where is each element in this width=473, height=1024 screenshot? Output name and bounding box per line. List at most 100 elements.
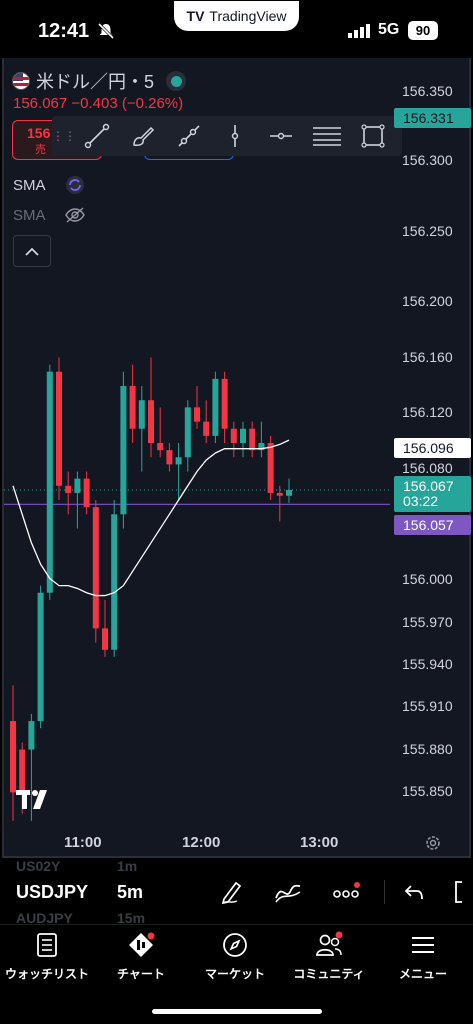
indicators-icon[interactable] bbox=[274, 878, 302, 906]
tab-label: メニュー bbox=[398, 967, 447, 981]
candle-body bbox=[46, 371, 53, 593]
candle-body bbox=[157, 443, 164, 451]
brush-tool-icon[interactable] bbox=[120, 116, 166, 156]
price-tick: 156.120 bbox=[402, 404, 453, 420]
candle-body bbox=[230, 428, 237, 443]
drag-handle-icon[interactable]: ⋮⋮ bbox=[52, 129, 76, 143]
candle-body bbox=[111, 514, 118, 650]
candle-body bbox=[276, 492, 283, 496]
tab-community[interactable]: コミュニティ bbox=[282, 931, 376, 982]
candle-body bbox=[221, 378, 228, 429]
indicator-sma-2[interactable]: SMA bbox=[13, 206, 86, 224]
parallel-channel-tool-icon[interactable] bbox=[304, 116, 350, 156]
collapse-legend-button[interactable] bbox=[13, 235, 51, 267]
chart-icon bbox=[129, 932, 155, 957]
candle-body bbox=[65, 485, 72, 493]
tab-label: チャート bbox=[117, 967, 165, 981]
candle-body bbox=[175, 457, 182, 465]
status-bar: 12:41 TV TradingView 5G 90 bbox=[0, 0, 473, 58]
candle-body bbox=[249, 428, 256, 451]
candle-body bbox=[129, 385, 136, 429]
dynamic-island-pill[interactable]: TV TradingView bbox=[174, 1, 299, 31]
tab-watchlist[interactable]: ウォッチリスト bbox=[0, 931, 94, 982]
horizontal-line-badge: 156.057 bbox=[394, 515, 471, 535]
signal-icon bbox=[348, 24, 370, 38]
drawing-toolbar[interactable]: ⋮⋮ bbox=[52, 116, 402, 156]
eye-hidden-icon[interactable] bbox=[64, 206, 86, 224]
market-open-icon[interactable] bbox=[166, 71, 187, 91]
tradingview-logo-icon: TV bbox=[186, 8, 205, 24]
chart-bottom-toolbar: US02Y 1m USDJPY 5m AUDJPY 15m bbox=[0, 858, 473, 926]
candle-body bbox=[267, 443, 274, 493]
sma-line bbox=[12, 439, 290, 597]
indicator-label[interactable]: SMA bbox=[13, 176, 46, 194]
candle-body bbox=[258, 443, 265, 451]
candle-body bbox=[194, 407, 200, 422]
price-tick: 156.080 bbox=[402, 460, 453, 476]
candle-body bbox=[240, 428, 246, 443]
tab-bar: ウォッチリスト チャート マーケット コミュニティ メニュー bbox=[0, 924, 473, 1024]
candle-body bbox=[203, 421, 210, 436]
rectangle-tool-icon[interactable] bbox=[350, 116, 396, 156]
candle-body bbox=[138, 400, 145, 429]
candle-body bbox=[83, 478, 90, 508]
gear-icon[interactable] bbox=[424, 834, 442, 852]
sma-price-badge: 156.096 bbox=[394, 438, 471, 458]
pill-app-name: TradingView bbox=[209, 8, 287, 24]
timeframe-selector[interactable]: 5m bbox=[117, 882, 144, 902]
candle-body bbox=[28, 721, 35, 750]
price-tick: 156.160 bbox=[402, 349, 453, 365]
candle-body bbox=[74, 478, 81, 493]
last-price-badge: 156.067 03:22 bbox=[394, 476, 471, 512]
tab-market[interactable]: マーケット bbox=[188, 931, 282, 982]
vertical-line-tool-icon[interactable] bbox=[212, 116, 258, 156]
time-tick: 11:00 bbox=[64, 834, 102, 851]
price-tick: 156.300 bbox=[402, 152, 453, 168]
watchlist-icon bbox=[37, 933, 57, 957]
candle-body bbox=[286, 490, 292, 496]
status-time: 12:41 bbox=[38, 20, 90, 42]
symbol-selector[interactable]: USDJPY bbox=[16, 882, 89, 902]
more-options-icon[interactable] bbox=[332, 878, 360, 906]
candle-body bbox=[166, 450, 173, 465]
indicator-sma-1[interactable]: SMA bbox=[13, 174, 86, 196]
indicator-label[interactable]: SMA bbox=[13, 206, 46, 224]
candle-body bbox=[10, 721, 16, 793]
time-tick: 13:00 bbox=[300, 834, 339, 851]
candle-body bbox=[19, 749, 26, 793]
price-tick: 156.350 bbox=[402, 83, 453, 99]
symbol-title[interactable]: 米ドル／円・5 bbox=[36, 72, 155, 92]
compass-icon bbox=[223, 933, 247, 957]
chart-area[interactable]: 米ドル／円・5 156.067 −0.403 (−0.26%) 156 売 ⋮⋮ bbox=[2, 58, 471, 858]
tab-label: マーケット bbox=[204, 967, 265, 981]
symbol-picker-next[interactable]: AUDJPY bbox=[16, 910, 73, 926]
candle-body bbox=[184, 407, 191, 458]
menu-icon bbox=[412, 937, 434, 953]
tab-chart[interactable]: チャート bbox=[94, 931, 188, 982]
candle-body bbox=[37, 592, 44, 722]
toolbar-divider bbox=[384, 880, 385, 904]
symbol-header[interactable]: 米ドル／円・5 bbox=[12, 68, 187, 94]
time-tick: 12:00 bbox=[182, 834, 221, 851]
price-change: 156.067 −0.403 (−0.26%) bbox=[13, 95, 184, 112]
candle-body bbox=[212, 378, 219, 436]
fullscreen-icon[interactable] bbox=[450, 878, 473, 906]
chart-canvas[interactable] bbox=[4, 58, 469, 858]
price-tick: 155.850 bbox=[402, 783, 453, 799]
timeframe-picker-next[interactable]: 15m bbox=[117, 910, 146, 926]
network-type: 5G bbox=[378, 21, 400, 38]
undo-icon[interactable] bbox=[400, 878, 428, 906]
symbol-picker-prev[interactable]: US02Y bbox=[16, 858, 61, 874]
bell-muted-icon bbox=[97, 22, 115, 40]
drawing-tools-icon[interactable] bbox=[218, 878, 246, 906]
tradingview-watermark-icon bbox=[16, 790, 47, 809]
bar-countdown: 03:22 bbox=[403, 493, 439, 509]
tab-menu[interactable]: メニュー bbox=[376, 931, 470, 982]
candle-body bbox=[56, 371, 62, 486]
timeframe-picker-prev[interactable]: 1m bbox=[117, 858, 138, 874]
ray-tool-icon[interactable] bbox=[166, 116, 212, 156]
horizontal-line-tool-icon[interactable] bbox=[258, 116, 304, 156]
trend-line-tool-icon[interactable] bbox=[74, 116, 120, 156]
home-indicator bbox=[152, 1009, 322, 1014]
ma-price-badge: 156.331 bbox=[394, 108, 471, 128]
